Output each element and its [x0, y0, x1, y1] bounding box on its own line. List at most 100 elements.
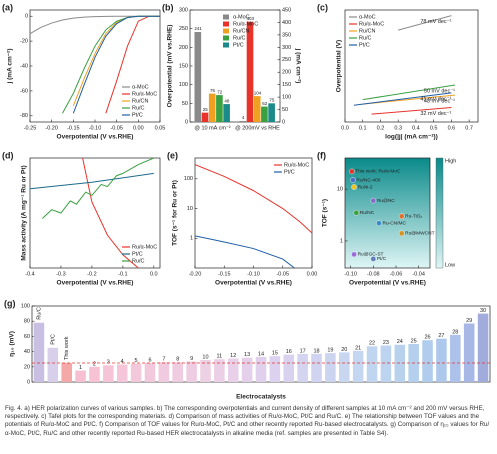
colorbar-label: Low [445, 262, 455, 268]
bar-label: 25 [411, 338, 417, 344]
y2-tick-label: 150 [282, 82, 291, 88]
point [370, 256, 377, 262]
series-line [371, 106, 452, 115]
bar [255, 356, 267, 382]
x-axis-label: Overpotential (V vs.RHE) [57, 134, 134, 141]
legend-label: Ru/C [359, 35, 372, 41]
bar [241, 357, 253, 382]
bar-label: 30 [480, 308, 486, 314]
x-axis-label: Overpotential (V vs.RHE) [349, 280, 426, 287]
bar [227, 358, 239, 382]
y-tick-label: 0 [185, 119, 188, 125]
y-tick-label: 60 [24, 334, 30, 340]
legend-label: Pt/C [284, 169, 295, 175]
bar-label: 2 [93, 361, 96, 367]
slope-label: 41 mV dec⁻¹ [420, 96, 451, 102]
legend-label: Pt/C [132, 251, 143, 257]
bar [450, 334, 461, 382]
x-tick-label: -0.3 [56, 271, 65, 277]
y-axis-label: Mass activity (A mg⁻¹ Ru or Pt) [21, 165, 28, 260]
bar [116, 364, 128, 382]
point-label: Ru@MWCNT [405, 231, 434, 237]
x-tick-label: -0.2 [87, 271, 96, 277]
x-tick-label: -0.20 [45, 125, 58, 131]
bar-label: Pt/C [50, 334, 56, 345]
y-tick-label: 20 [24, 364, 30, 370]
legend-swatch [223, 14, 229, 20]
point-label: Ru-CN/MC [383, 220, 407, 226]
x-axis-label: Electrocatalysts [236, 394, 286, 401]
y-tick-label: 50 [182, 101, 188, 107]
y-tick-label: 100 [179, 82, 188, 88]
bar-value-label: 241 [194, 26, 202, 31]
bar-value-label: 403 [247, 16, 255, 21]
y-tick-label: -20 [20, 39, 28, 45]
plot-marks [33, 313, 489, 382]
legend-swatch [223, 35, 229, 41]
bar-label: 16 [286, 349, 292, 355]
series-line [353, 92, 452, 106]
y-tick-label: 1 [190, 236, 193, 242]
y2-axis-label: j (mA cm⁻²) [294, 48, 301, 84]
legend-label: α-MoC [359, 14, 376, 20]
bar [463, 323, 475, 382]
bar [380, 345, 392, 382]
y2-tick-label: 450 [282, 7, 291, 13]
bar-value-label: 104 [254, 90, 262, 95]
point-label: Ru@NC [377, 198, 395, 204]
bar-value-label: 75 [269, 98, 275, 103]
bar [268, 103, 275, 122]
bar [422, 340, 433, 382]
y2-tick-label: 300 [282, 45, 291, 51]
bar-label: 17 [300, 348, 306, 354]
x-tick-label: @ 10 mA cm⁻² [194, 125, 230, 131]
panel-label: (c) [317, 2, 328, 12]
series-line [362, 84, 456, 101]
bar-label: 28 [452, 329, 458, 335]
bar [200, 359, 211, 382]
point [350, 177, 356, 183]
point-label: Ru/NC [360, 210, 375, 216]
bar [477, 313, 489, 382]
y-tick-label: 100 [184, 176, 193, 182]
bar [214, 359, 225, 382]
x-tick-label: -0.4 [25, 271, 34, 277]
x-tick-label: 0.6 [448, 125, 456, 131]
bar [246, 21, 254, 122]
point [353, 209, 360, 216]
point [398, 230, 405, 237]
bar [338, 352, 350, 382]
bar [103, 365, 114, 382]
y2-tick-label: 0 [282, 119, 285, 125]
bar-label: 9 [190, 356, 193, 362]
x-axis-label: Overpotential (V vs.RHE) [57, 280, 134, 287]
bar-value-label: 48 [224, 98, 230, 103]
series-line [195, 235, 295, 268]
plot-frame [344, 9, 479, 123]
bar-label: 18 [313, 348, 319, 354]
point-label: Pt/C [377, 256, 387, 262]
x-tick-label: -0.15 [67, 125, 80, 131]
x-tick-label: 0.4 [412, 125, 420, 131]
point [376, 220, 382, 227]
x-tick-label: 0.00 [133, 125, 144, 131]
legend-label: Ru/α-MoC [233, 21, 258, 27]
point [351, 184, 357, 190]
bar [283, 354, 295, 382]
legend-label: Ru/CN [233, 28, 250, 34]
bar [239, 121, 247, 122]
y-tick-label: 1 [340, 238, 343, 244]
bar [366, 346, 378, 382]
point-label: Ru/NC-400 [356, 177, 380, 183]
legend-label: α-MoC [233, 14, 250, 20]
bar-label: 14 [258, 351, 264, 357]
panel-label: (f) [317, 150, 326, 160]
bar-label: 26 [424, 335, 430, 341]
x-tick-label: -0.04 [412, 271, 425, 277]
bar [223, 104, 230, 122]
bar-label: 1 [79, 365, 82, 371]
bar-label: 20 [341, 347, 347, 353]
colorbar [435, 157, 444, 269]
series-line [30, 172, 154, 190]
y-axis-label: η₁₀ (mV) [9, 331, 16, 357]
